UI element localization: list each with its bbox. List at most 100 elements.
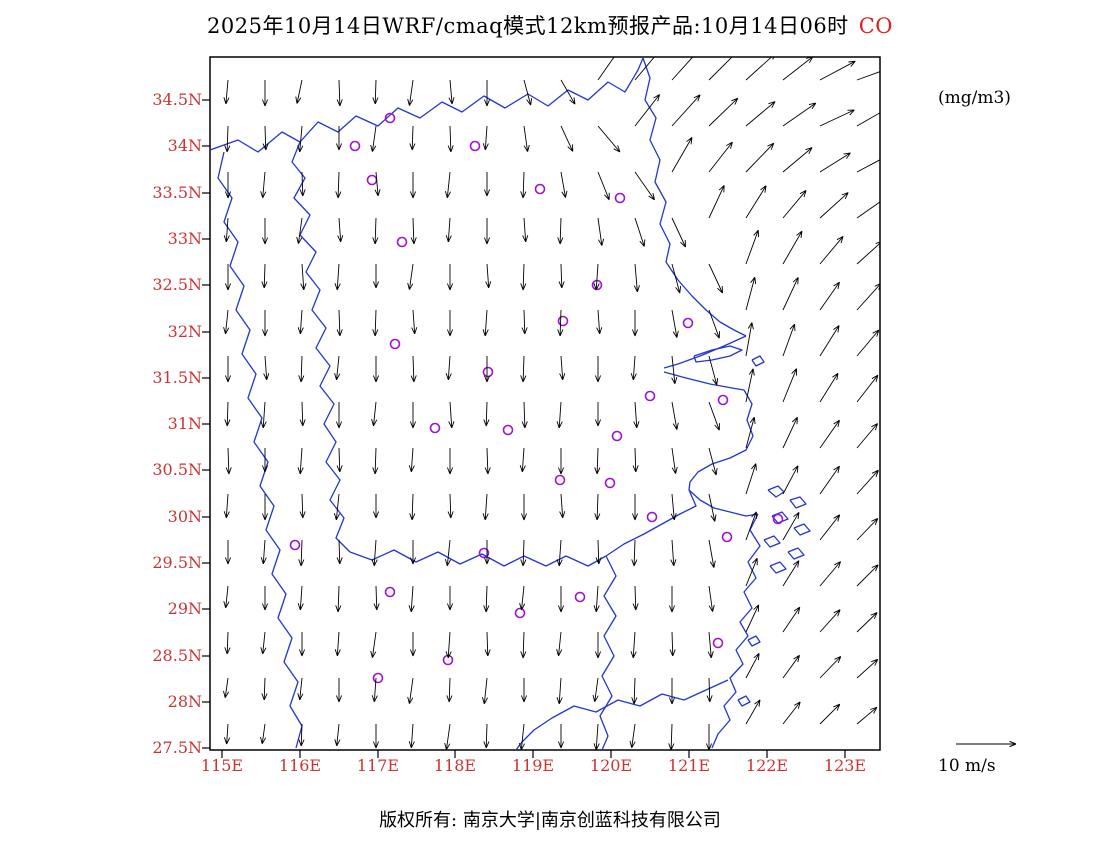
wind-arrow bbox=[782, 190, 807, 219]
wind-arrow bbox=[594, 356, 602, 383]
wind-arrow bbox=[630, 631, 637, 659]
wind-arrow bbox=[223, 217, 230, 243]
wind-arrow bbox=[297, 125, 304, 153]
wind-arrow bbox=[632, 585, 639, 611]
wind-arrow bbox=[557, 217, 564, 245]
wind-arrow bbox=[594, 632, 602, 659]
island bbox=[751, 355, 765, 367]
wind-arrow bbox=[483, 172, 491, 197]
wind-arrow bbox=[597, 125, 621, 153]
wind-arrow bbox=[782, 701, 801, 725]
lat-axis-label: 31N bbox=[167, 414, 202, 433]
wind-arrow bbox=[782, 511, 800, 541]
wind-arrow bbox=[557, 309, 564, 337]
wind-arrow bbox=[372, 724, 380, 749]
station-marker bbox=[514, 607, 526, 619]
wind-arrow bbox=[671, 401, 679, 430]
wind-arrow bbox=[706, 677, 713, 703]
wind-arrow bbox=[782, 323, 796, 357]
wind-arrow bbox=[299, 401, 306, 427]
wind-arrow bbox=[335, 126, 343, 151]
station-marker bbox=[772, 513, 784, 525]
wind-arrow bbox=[633, 401, 640, 429]
wind-arrow bbox=[297, 309, 304, 335]
wind-arrow bbox=[261, 448, 269, 473]
station-marker bbox=[366, 174, 378, 186]
wind-arrow bbox=[484, 447, 491, 475]
wind-arrow bbox=[481, 677, 488, 705]
wind-arrow bbox=[745, 652, 760, 679]
wind-arrow bbox=[223, 309, 230, 335]
wind-arrow bbox=[445, 631, 452, 659]
wind-vectors bbox=[223, 57, 880, 750]
wind-arrow bbox=[557, 724, 565, 749]
wind-arrow bbox=[856, 159, 880, 173]
wind-arrow bbox=[632, 447, 639, 473]
wind-arrow bbox=[668, 586, 676, 613]
wind-arrow bbox=[708, 585, 715, 612]
wind-arrow bbox=[559, 493, 566, 519]
wind-arrow bbox=[519, 447, 526, 473]
wind-arrow bbox=[446, 264, 454, 291]
wind-arrow bbox=[745, 368, 755, 403]
wind-arrow bbox=[482, 125, 489, 151]
wind-arrow bbox=[782, 654, 800, 679]
wind-arrow bbox=[223, 493, 230, 519]
wind-arrow bbox=[260, 723, 267, 745]
wind-arrow bbox=[556, 677, 563, 705]
wind-arrow bbox=[261, 310, 269, 337]
wind-arrow bbox=[261, 677, 268, 701]
wind-arrow bbox=[669, 631, 676, 657]
wind-arrow bbox=[856, 112, 880, 127]
estuary-south-shore bbox=[663, 371, 745, 391]
wind-arrow bbox=[520, 631, 527, 659]
wind-arrow bbox=[335, 402, 343, 429]
wind-arrow bbox=[445, 217, 452, 243]
wind-arrow bbox=[819, 60, 856, 81]
wind-arrow bbox=[483, 585, 490, 613]
wind-arrow bbox=[444, 171, 451, 199]
wind-arrow bbox=[521, 401, 528, 429]
wind-arrow bbox=[407, 79, 414, 106]
station-markers bbox=[289, 112, 784, 684]
wind-arrow bbox=[335, 171, 342, 199]
station-marker bbox=[611, 430, 623, 442]
wind-arrow bbox=[856, 469, 879, 495]
wind-arrow bbox=[782, 560, 800, 587]
wind-arrow bbox=[224, 631, 231, 655]
island bbox=[737, 695, 751, 707]
wind-arrow bbox=[556, 539, 563, 567]
island bbox=[763, 535, 781, 548]
island bbox=[767, 485, 785, 498]
wind-arrow bbox=[593, 585, 600, 613]
wind-arrow bbox=[483, 356, 491, 383]
wind-arrow bbox=[745, 604, 760, 633]
wind-arrow bbox=[597, 217, 605, 246]
wind-arrow bbox=[593, 263, 600, 291]
wind-arrow bbox=[409, 125, 416, 151]
wind-arrow bbox=[634, 57, 655, 81]
island bbox=[793, 523, 811, 536]
wind-arrow bbox=[557, 586, 565, 613]
lon-axis-label: 120E bbox=[589, 756, 633, 775]
wind-arrow bbox=[671, 263, 682, 294]
station-marker bbox=[429, 422, 441, 434]
wind-arrow bbox=[448, 79, 455, 105]
coast-bay-south bbox=[688, 489, 759, 517]
wind-arrow bbox=[223, 677, 230, 699]
wind-arrow bbox=[372, 447, 379, 475]
station-marker bbox=[389, 338, 401, 350]
border-jiangsu-anhui bbox=[291, 141, 351, 553]
wind-arrow bbox=[409, 493, 416, 521]
wind-arrow bbox=[445, 355, 452, 381]
wind-arrow bbox=[334, 355, 341, 381]
wind-arrow bbox=[518, 723, 525, 750]
lat-axis-label: 30N bbox=[167, 507, 202, 526]
wind-arrow bbox=[409, 402, 417, 429]
wind-arrow bbox=[819, 419, 840, 449]
wind-arrow bbox=[856, 564, 879, 587]
station-marker bbox=[502, 424, 514, 436]
wind-arrow bbox=[708, 447, 718, 476]
wind-arrow bbox=[819, 561, 842, 587]
wind-arrow bbox=[371, 539, 378, 567]
